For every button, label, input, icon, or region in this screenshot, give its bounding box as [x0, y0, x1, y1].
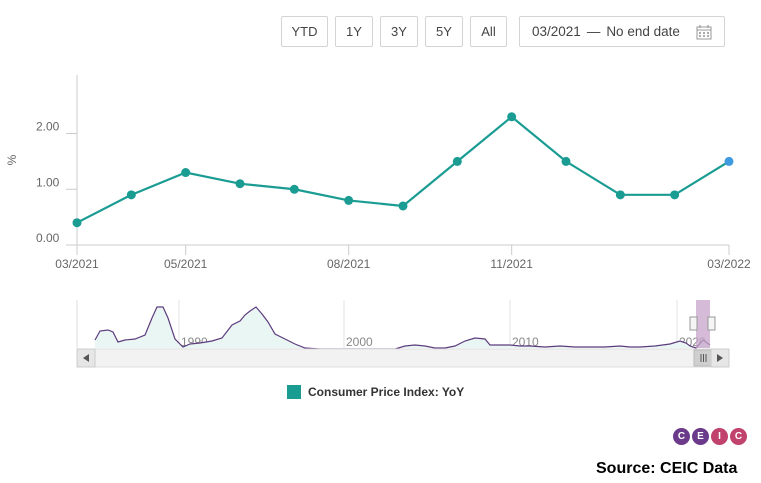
legend-label: Consumer Price Index: YoY	[308, 385, 465, 399]
range-selector: YTD 1Y 3Y 5Y All	[281, 16, 507, 47]
data-point[interactable]	[126, 190, 136, 200]
logo-letter-c2: C	[730, 428, 747, 445]
range-button-1y[interactable]: 1Y	[335, 16, 373, 47]
navigator-handle-right[interactable]	[707, 316, 716, 331]
navigator[interactable]: 1990 2000 2010 2020	[76, 300, 730, 368]
date-range-picker[interactable]: 03/2021 — No end date	[519, 16, 725, 47]
range-button-3y[interactable]: 3Y	[380, 16, 418, 47]
chevron-right-icon	[717, 354, 723, 362]
logo-letter-c: C	[673, 428, 690, 445]
range-button-ytd[interactable]: YTD	[281, 16, 328, 47]
navigator-background	[77, 300, 729, 348]
navigator-area	[95, 307, 710, 349]
chevron-left-icon	[83, 354, 89, 362]
data-point[interactable]	[724, 156, 734, 166]
data-point[interactable]	[452, 156, 462, 166]
ceic-logo: C E I C	[673, 428, 747, 445]
source-credit: Source: CEIC Data	[596, 460, 738, 477]
data-point[interactable]	[398, 201, 408, 211]
data-point[interactable]	[561, 156, 571, 166]
data-point[interactable]	[72, 218, 82, 228]
x-tick-label: 08/2021	[327, 257, 371, 271]
legend-swatch	[287, 385, 301, 399]
data-point[interactable]	[670, 190, 680, 200]
navigator-handle-left[interactable]	[689, 316, 698, 331]
x-tick-label: 03/2021	[55, 257, 99, 271]
range-button-5y[interactable]: 5Y	[425, 16, 463, 47]
x-tick-label: 05/2021	[164, 257, 208, 271]
date-range-start: 03/2021	[532, 24, 581, 39]
navigator-selection[interactable]	[696, 300, 710, 348]
data-point[interactable]	[235, 179, 245, 189]
y-tick-label: 0.00	[36, 231, 60, 245]
x-tick-label: 03/2022	[707, 257, 751, 271]
date-range-separator: —	[586, 24, 601, 39]
legend[interactable]: Consumer Price Index: YoY	[287, 385, 464, 399]
logo-letter-i: I	[711, 428, 728, 445]
data-point[interactable]	[615, 190, 625, 200]
data-point[interactable]	[344, 195, 354, 205]
data-point[interactable]	[181, 168, 191, 178]
data-point[interactable]	[507, 112, 517, 122]
date-range-end: No end date	[606, 24, 680, 39]
logo-letter-e: E	[692, 428, 709, 445]
navigator-year-label: 2000	[346, 335, 373, 349]
navigator-scrollbar[interactable]	[76, 348, 730, 368]
data-point[interactable]	[289, 184, 299, 194]
y-tick-label: 1.00	[36, 175, 60, 189]
y-axis-label: %	[5, 154, 19, 165]
y-tick-label: 2.00	[36, 120, 60, 134]
range-button-all[interactable]: All	[470, 16, 507, 47]
calendar-icon[interactable]	[696, 24, 712, 40]
x-tick-label: 11/2021	[490, 257, 533, 271]
